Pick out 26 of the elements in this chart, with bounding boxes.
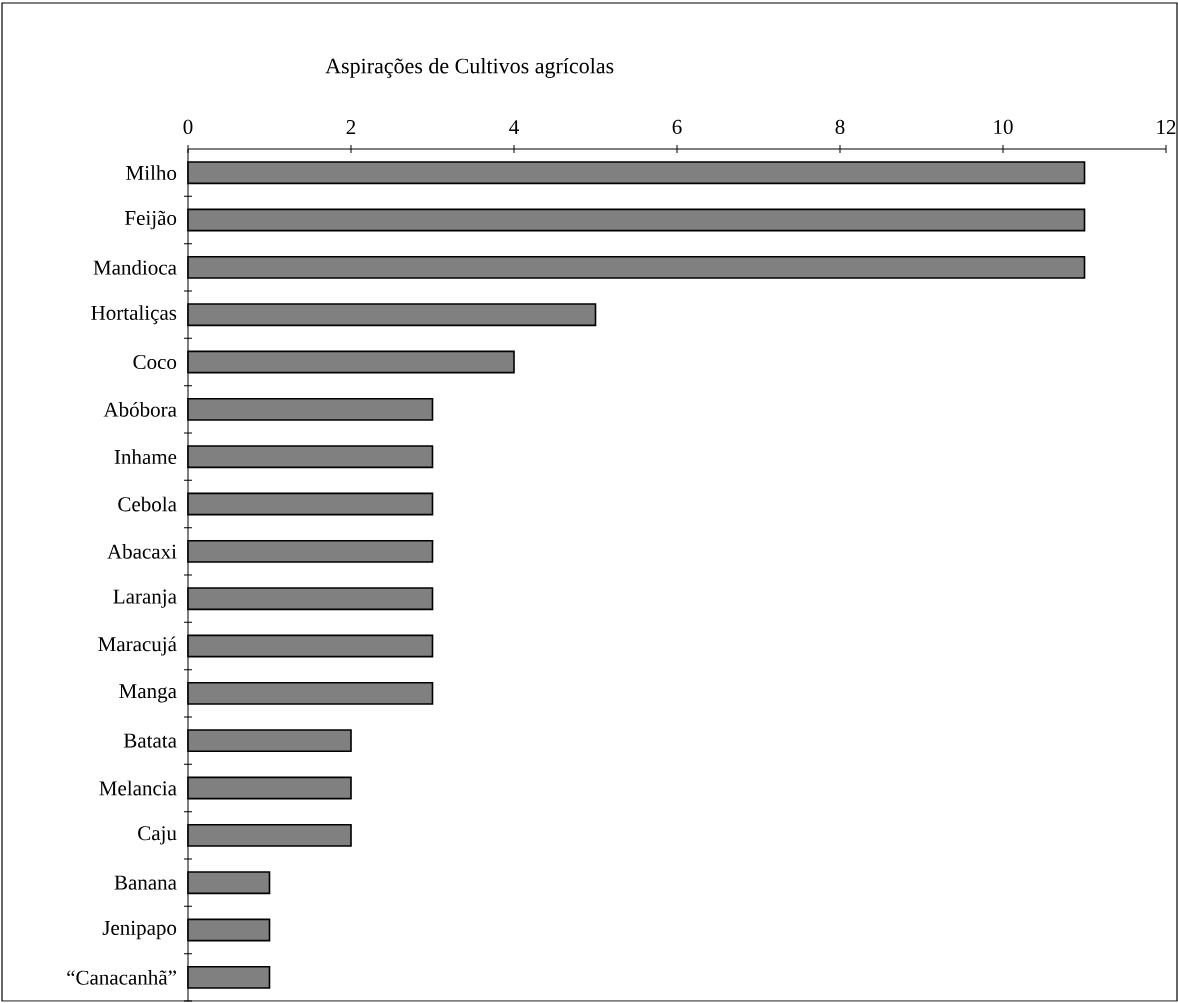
y-tick-label: Banana: [114, 875, 177, 890]
chart-title: Aspirações de Cultivos agrícolas: [325, 57, 614, 78]
y-tick-label: Maracujá: [98, 636, 177, 656]
y-tick-label: Milho: [126, 165, 177, 181]
y-tick-label: Melancia: [99, 780, 177, 796]
y-tick-label: Cebola: [118, 496, 177, 512]
x-tick-label: 12: [1157, 120, 1176, 134]
y-tick-label: Abóbora: [103, 401, 177, 417]
y-tick-label: Laranja: [113, 589, 177, 608]
y-tick-label: Manga: [119, 684, 177, 703]
y-tick-label: “Canacanhã”: [67, 969, 176, 985]
x-tick-label: 4: [509, 120, 519, 134]
y-tick-label: Mandioca: [93, 259, 177, 275]
y-tick-label: Feijão: [125, 210, 177, 230]
y-tick-label: Batata: [123, 733, 177, 748]
x-tick-label: 0: [183, 119, 193, 134]
x-tick-label: 2: [346, 120, 356, 134]
x-tick-label: 6: [672, 119, 682, 134]
x-tick-label: 10: [994, 119, 1013, 134]
y-tick-label: Caju: [138, 826, 177, 845]
y-tick-label: Abacaxi: [107, 543, 177, 559]
x-tick-label: 8: [835, 119, 845, 134]
y-tick-label: Hortaliças: [91, 305, 177, 325]
y-tick-label: Coco: [133, 354, 177, 370]
y-tick-label: Inhame: [114, 449, 177, 465]
y-tick-label: Jenipapo: [102, 920, 177, 940]
